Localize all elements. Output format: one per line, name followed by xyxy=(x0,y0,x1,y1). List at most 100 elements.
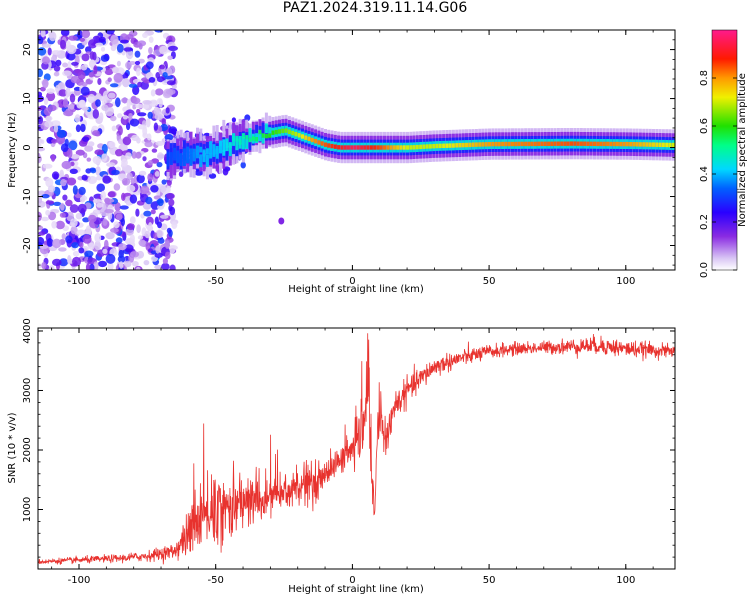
noise-blob xyxy=(111,125,117,132)
ridge-cell xyxy=(537,141,541,146)
noise-blob xyxy=(85,46,92,53)
ridge-cell xyxy=(219,140,222,154)
colorbar: 0.0 0.2 0.4 0.6 0.8 Normalized spectral ampl… xyxy=(699,29,748,278)
ridge-cell xyxy=(458,143,462,148)
noise-blob xyxy=(136,224,141,234)
ridge-cell xyxy=(261,133,265,138)
noise-blob xyxy=(136,174,145,184)
ridge-cell xyxy=(241,133,245,139)
noise-blob xyxy=(41,43,52,48)
noise-blob xyxy=(80,64,88,71)
ridge-cell xyxy=(671,142,675,148)
noise-blob xyxy=(53,201,62,206)
noise-blob xyxy=(116,43,124,53)
noise-blob xyxy=(155,245,160,254)
noise-blob xyxy=(58,258,69,267)
ridge-cell xyxy=(189,148,193,155)
ridge-cell xyxy=(268,133,272,138)
noise-blob xyxy=(45,200,55,205)
colorbar-tick-label: 0.6 xyxy=(699,118,710,134)
ridge-cell xyxy=(478,142,482,147)
ridge-cell xyxy=(602,141,606,147)
ridge-cell xyxy=(563,141,567,146)
ridge-cell xyxy=(527,141,531,147)
noise-blob xyxy=(164,134,174,141)
ridge-cell xyxy=(228,142,232,148)
noise-blob xyxy=(38,147,45,152)
noise-blob xyxy=(147,173,154,182)
noise-blob xyxy=(117,113,123,119)
noise-blob xyxy=(81,30,91,39)
noise-blob xyxy=(46,238,54,247)
y-tick-label: -10 xyxy=(22,188,33,204)
noise-blob xyxy=(157,204,164,210)
noise-blob xyxy=(166,179,172,186)
noise-blob xyxy=(126,172,133,181)
noise-blob xyxy=(52,238,62,249)
noise-blob xyxy=(110,44,117,52)
noise-blob xyxy=(72,256,81,267)
noise-blob xyxy=(148,36,154,43)
noise-blob xyxy=(62,62,68,68)
noise-blob xyxy=(113,72,124,83)
noise-blob xyxy=(53,124,59,133)
noise-blob xyxy=(138,239,146,247)
isolated-blob xyxy=(278,217,285,225)
noise-blob xyxy=(38,236,45,246)
ridge-cell xyxy=(550,141,554,146)
noise-blob xyxy=(75,124,81,133)
noise-blob xyxy=(111,169,120,176)
noise-blob xyxy=(142,100,152,105)
noise-blob xyxy=(102,248,108,254)
noise-blob xyxy=(168,205,173,212)
noise-blob xyxy=(159,45,169,55)
noise-blob xyxy=(119,261,124,269)
noise-blob xyxy=(129,194,138,204)
snr-x-label: Height of straight line (km) xyxy=(288,584,424,595)
ridge-cell xyxy=(228,143,232,157)
noise-blob xyxy=(78,247,85,254)
ridge-cell xyxy=(255,124,259,141)
colorbar-gradient xyxy=(711,29,738,271)
noise-blob xyxy=(95,166,101,176)
spectrogram-x-ticks: -100 -50 0 50 100 xyxy=(51,30,654,287)
noise-blob xyxy=(169,264,176,270)
noise-blob xyxy=(80,86,90,96)
ridge-cell xyxy=(235,135,239,142)
noise-blob xyxy=(110,227,119,233)
noise-blob xyxy=(42,163,53,169)
ridge-cell xyxy=(448,143,452,148)
ridge-cell xyxy=(661,142,665,147)
noise-blob xyxy=(157,237,165,244)
noise-blob xyxy=(74,114,81,123)
noise-blob xyxy=(69,168,78,174)
noise-blob xyxy=(68,35,78,41)
noise-blob xyxy=(38,68,43,78)
noise-blob xyxy=(121,97,129,104)
colorbar-tick-label: 0.0 xyxy=(699,262,710,278)
x-tick-label: -50 xyxy=(208,276,224,287)
noise-blob xyxy=(42,56,50,65)
noise-blob xyxy=(121,178,131,186)
ridge-cell xyxy=(261,122,265,139)
noise-blob xyxy=(147,111,153,119)
ridge-cell xyxy=(461,142,465,148)
noise-blob xyxy=(82,217,90,223)
noise-blob xyxy=(70,226,78,235)
noise-blob xyxy=(130,251,139,258)
noise-blob xyxy=(126,223,135,231)
ridge-cell xyxy=(570,141,573,146)
noise-blob xyxy=(98,36,106,43)
noise-blob xyxy=(107,262,114,270)
ridge-cell xyxy=(258,129,262,135)
ridge-cell xyxy=(465,142,468,148)
noise-blob xyxy=(114,202,121,212)
ridge-cell xyxy=(278,129,281,134)
noise-blob xyxy=(156,230,163,238)
ridge-cell xyxy=(560,141,564,146)
ridge-cell xyxy=(389,145,393,150)
noise-blob xyxy=(85,263,91,270)
ridge-cell xyxy=(238,139,242,145)
snr-plot-area xyxy=(38,328,675,569)
ridge-cell xyxy=(629,142,633,147)
